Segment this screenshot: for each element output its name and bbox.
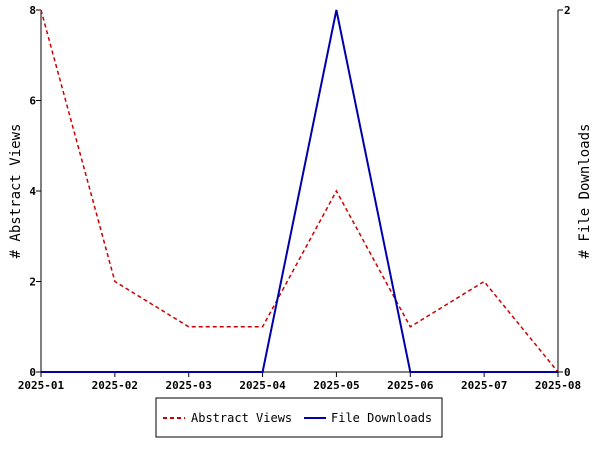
y-right-tick-label: 2 — [564, 4, 571, 17]
y-right-tick-label: 0 — [564, 366, 571, 379]
x-tick-label: 2025-06 — [387, 379, 434, 392]
x-tick-label: 2025-04 — [239, 379, 286, 392]
y-left-tick-label: 4 — [29, 185, 36, 198]
legend: Abstract Views File Downloads — [155, 397, 443, 438]
y-left-tick-label: 8 — [29, 4, 36, 17]
legend-label-file-downloads: File Downloads — [331, 411, 432, 425]
y-left-tick-label: 6 — [29, 95, 36, 108]
series-line-file-downloads — [41, 9, 558, 373]
series-line-abstract-views — [40, 9, 559, 373]
legend-box — [155, 397, 443, 438]
legend-label-abstract-views: Abstract Views — [191, 411, 292, 425]
x-tick-label: 2025-01 — [18, 379, 65, 392]
x-tick-label: 2025-03 — [166, 379, 212, 392]
y-axis-left-title: # Abstract Views — [8, 124, 24, 259]
y-axis-right-title: # File Downloads — [577, 124, 593, 259]
x-tick-label: 2025-07 — [461, 379, 507, 392]
y-left-tick-label: 0 — [29, 366, 36, 379]
x-tick-label: 2025-05 — [313, 379, 359, 392]
axes: 0 2 4 6 8 0 2 2025-01 2025-02 2025-03 2025-04 2025-… — [18, 4, 581, 392]
series-lines — [40, 9, 559, 373]
y-left-tick-label: 2 — [29, 276, 36, 289]
x-tick-label: 2025-08 — [535, 379, 581, 392]
x-tick-label: 2025-02 — [92, 379, 138, 392]
